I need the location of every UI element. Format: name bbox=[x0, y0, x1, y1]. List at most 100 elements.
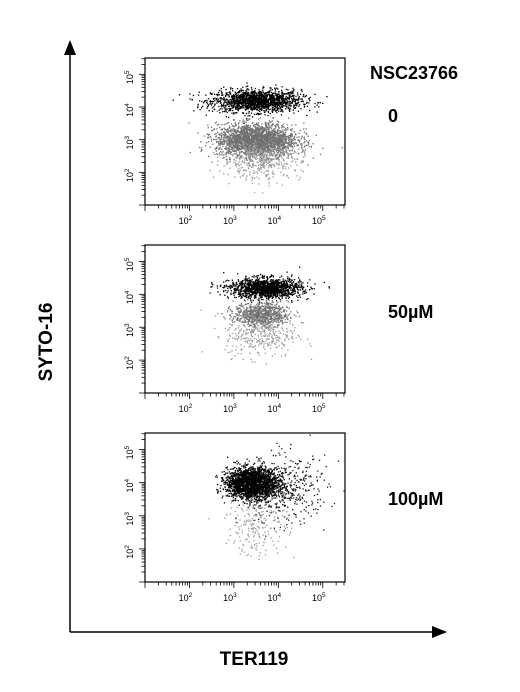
data-point bbox=[223, 143, 225, 145]
data-point bbox=[276, 109, 278, 111]
point-cloud-dark bbox=[209, 266, 330, 304]
data-point bbox=[278, 159, 280, 161]
data-point bbox=[243, 101, 245, 103]
data-point bbox=[284, 101, 286, 103]
data-point bbox=[236, 131, 238, 133]
data-point bbox=[264, 135, 267, 137]
data-point bbox=[256, 99, 259, 101]
data-point bbox=[273, 92, 275, 94]
data-point bbox=[239, 152, 241, 154]
data-point bbox=[288, 92, 290, 94]
data-point bbox=[224, 107, 226, 110]
data-point bbox=[266, 96, 268, 98]
data-point bbox=[229, 91, 231, 93]
data-point bbox=[244, 127, 246, 129]
data-point bbox=[253, 95, 255, 97]
data-point bbox=[271, 123, 274, 126]
data-point bbox=[255, 137, 258, 139]
data-point bbox=[225, 110, 227, 112]
data-point bbox=[267, 134, 270, 137]
data-point bbox=[278, 142, 281, 145]
data-point bbox=[284, 105, 286, 107]
data-point bbox=[236, 154, 238, 156]
data-point bbox=[265, 175, 268, 178]
data-point bbox=[270, 132, 272, 134]
data-point bbox=[257, 168, 259, 170]
data-point bbox=[238, 142, 240, 144]
data-point bbox=[274, 103, 276, 105]
data-point bbox=[294, 142, 297, 144]
data-point bbox=[246, 135, 248, 137]
data-point bbox=[232, 141, 234, 143]
data-point bbox=[265, 125, 267, 127]
data-point bbox=[249, 133, 252, 135]
data-point bbox=[246, 163, 248, 165]
data-point bbox=[272, 150, 274, 152]
data-point bbox=[274, 146, 276, 148]
data-point bbox=[285, 139, 287, 141]
data-point bbox=[244, 106, 246, 108]
data-point bbox=[238, 289, 240, 291]
data-point bbox=[269, 87, 271, 89]
data-point bbox=[221, 141, 223, 143]
data-point bbox=[200, 150, 202, 152]
data-point bbox=[230, 101, 232, 103]
data-point bbox=[273, 101, 275, 103]
data-point bbox=[290, 153, 292, 155]
data-point bbox=[251, 159, 253, 161]
data-point bbox=[297, 94, 299, 96]
data-point bbox=[260, 106, 262, 108]
data-point bbox=[230, 87, 232, 89]
data-point bbox=[271, 141, 274, 144]
data-point bbox=[288, 277, 290, 279]
data-point bbox=[282, 96, 284, 98]
data-point bbox=[242, 105, 244, 108]
data-point bbox=[270, 91, 272, 94]
data-point bbox=[234, 112, 236, 114]
data-point bbox=[246, 125, 249, 127]
data-point bbox=[238, 95, 241, 97]
data-point bbox=[248, 118, 250, 120]
data-point bbox=[235, 131, 237, 133]
data-point bbox=[284, 133, 287, 136]
data-point bbox=[281, 297, 283, 299]
data-point bbox=[271, 164, 273, 166]
data-point bbox=[282, 140, 284, 142]
data-point bbox=[242, 86, 244, 88]
data-point bbox=[224, 109, 226, 111]
data-point bbox=[274, 133, 276, 135]
data-point bbox=[233, 112, 235, 114]
data-point bbox=[316, 104, 318, 106]
data-point bbox=[292, 137, 295, 139]
data-point bbox=[256, 133, 259, 135]
data-point bbox=[230, 131, 232, 133]
data-point bbox=[291, 142, 293, 144]
data-point bbox=[225, 98, 228, 100]
data-point bbox=[288, 154, 290, 156]
data-point bbox=[231, 107, 233, 109]
data-point bbox=[246, 133, 248, 135]
data-point bbox=[242, 144, 244, 147]
data-point bbox=[217, 137, 219, 139]
data-point bbox=[254, 141, 256, 144]
data-point bbox=[242, 133, 244, 135]
data-point bbox=[299, 129, 301, 132]
data-point bbox=[316, 111, 318, 113]
data-point bbox=[274, 148, 276, 150]
data-point bbox=[257, 112, 259, 115]
data-point bbox=[242, 93, 244, 96]
data-point bbox=[271, 101, 273, 103]
data-point bbox=[285, 131, 287, 133]
data-point bbox=[279, 153, 281, 155]
data-point bbox=[229, 93, 231, 95]
data-point bbox=[301, 136, 303, 138]
data-point bbox=[246, 146, 249, 148]
data-point bbox=[227, 161, 229, 163]
data-point bbox=[301, 143, 303, 145]
data-point bbox=[216, 131, 219, 134]
data-point bbox=[227, 132, 230, 134]
data-point bbox=[294, 139, 297, 141]
data-point bbox=[284, 129, 286, 131]
data-point bbox=[285, 102, 287, 105]
data-point bbox=[253, 126, 256, 128]
